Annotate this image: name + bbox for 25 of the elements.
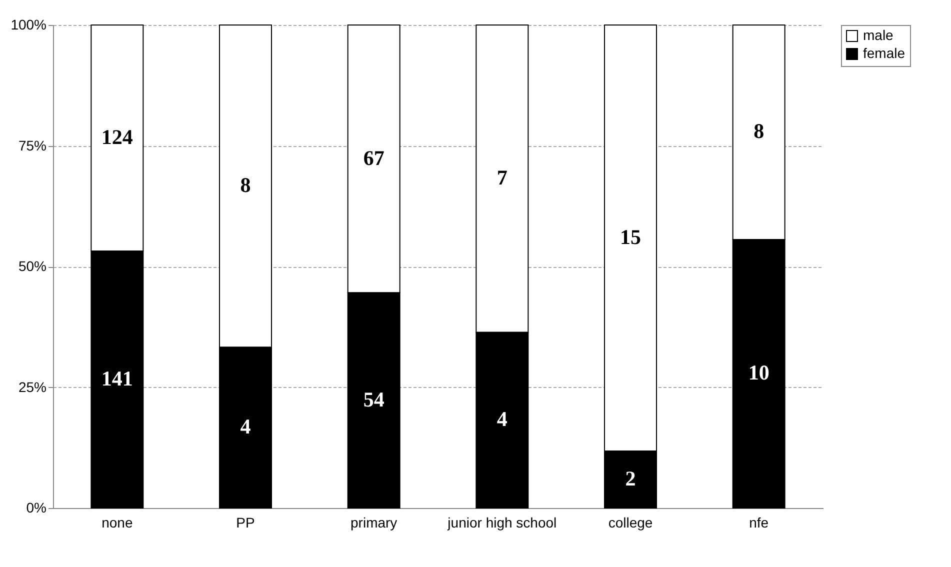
annotation: 15 [620,225,641,250]
annotation: 141 [101,366,133,391]
x-tick-label: none [102,514,133,530]
annotation: 8 [754,119,764,144]
x-tick-label: college [608,514,653,530]
x-tick-label: primary [350,514,398,530]
annotation: 54 [363,387,385,412]
y-tick-label: 0% [26,500,46,516]
y-tick-label: 25% [18,378,46,395]
annotation: 67 [363,146,384,170]
y-tick-label: 75% [18,137,46,154]
legend-label: female [863,45,906,61]
x-tick-label: junior high school [446,514,557,530]
annotation: 8 [240,173,251,198]
annotation: 10 [748,360,770,385]
annotation: 2 [625,466,636,491]
annotation: 124 [101,125,134,150]
legend-label: male [863,27,894,43]
x-tick-label: nfe [749,514,769,530]
annotation: 4 [496,407,508,432]
annotation: 7 [496,166,508,190]
y-tick-label: 100% [10,16,46,32]
x-tick-label: PP [236,514,255,530]
y-tick-label: 50% [18,258,46,274]
annotation: 4 [240,414,252,439]
